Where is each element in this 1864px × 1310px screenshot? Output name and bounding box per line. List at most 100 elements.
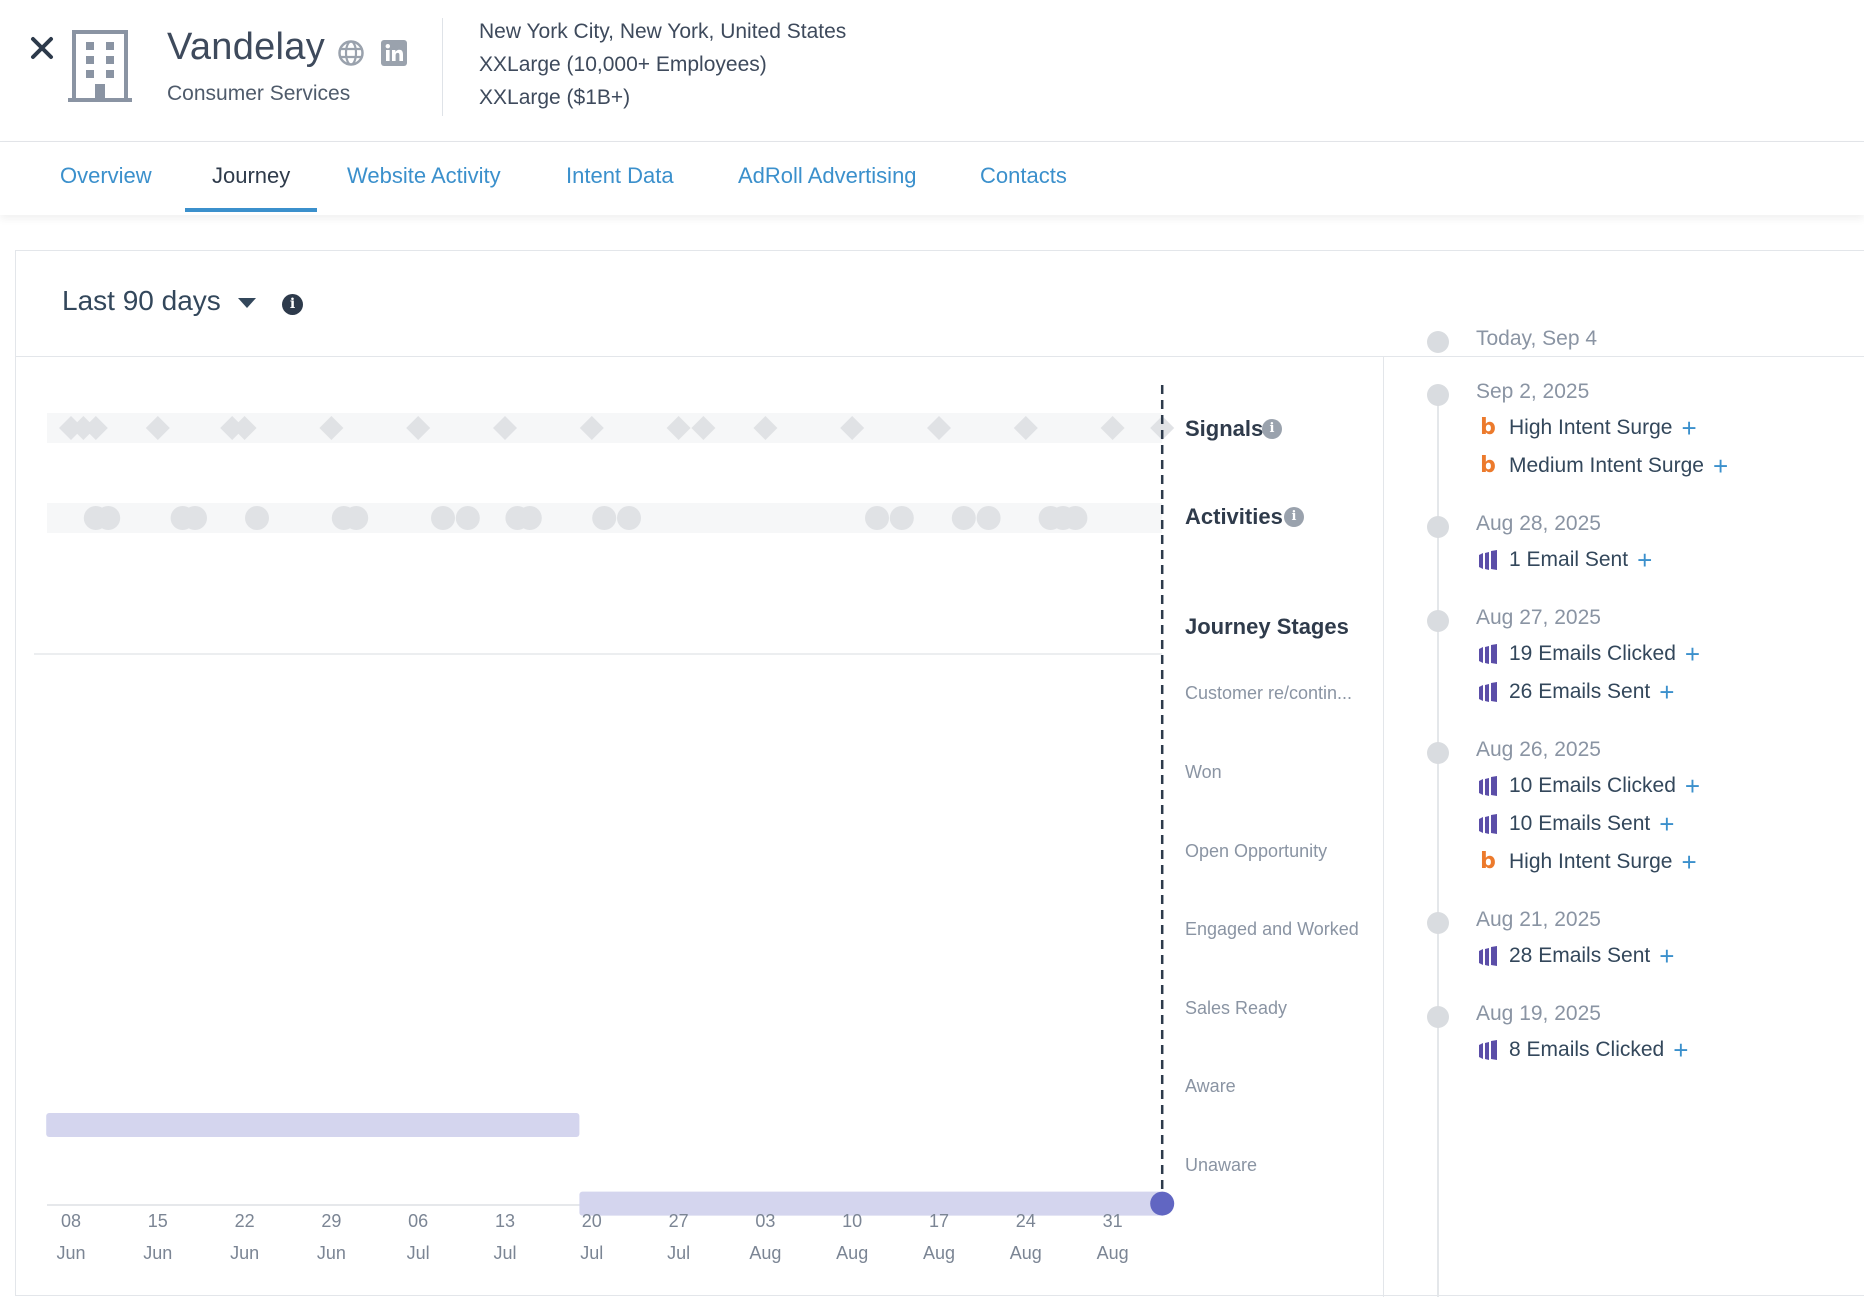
x-tick-month: Aug xyxy=(1009,1243,1042,1263)
tab-intent-data[interactable]: Intent Data xyxy=(566,163,674,188)
signal-marker xyxy=(1100,416,1125,440)
signal-marker xyxy=(753,416,778,440)
activity-marker xyxy=(889,506,914,530)
timeline-item: b High Intent Surge + xyxy=(1477,413,1697,443)
x-tick-day: 03 xyxy=(755,1211,776,1231)
activity-marker xyxy=(431,506,455,530)
activity-marker xyxy=(976,506,1001,530)
x-tick-month: Jul xyxy=(493,1243,517,1263)
x-tick-month: Aug xyxy=(1096,1243,1129,1263)
x-tick-month: Jun xyxy=(56,1243,86,1263)
add-icon[interactable]: + xyxy=(1681,413,1697,443)
activities-info-icon[interactable]: i xyxy=(1284,507,1304,527)
add-icon[interactable]: + xyxy=(1659,809,1675,839)
signal-marker xyxy=(927,416,951,440)
timeline-item-label: 10 Emails Clicked xyxy=(1509,774,1676,797)
activity-marker xyxy=(617,506,641,530)
email-campaign-icon xyxy=(1477,813,1499,835)
chevron-down-icon[interactable] xyxy=(238,298,256,308)
building-icon xyxy=(68,30,132,102)
email-campaign-icon xyxy=(1477,549,1499,571)
x-tick-day: 17 xyxy=(928,1211,950,1231)
timeline-item: 10 Emails Sent + xyxy=(1477,809,1675,839)
tab-contacts[interactable]: Contacts xyxy=(980,163,1067,188)
add-icon[interactable]: + xyxy=(1681,847,1697,877)
email-campaign-icon xyxy=(1477,1039,1499,1061)
signal-marker xyxy=(220,416,245,440)
activity-marker xyxy=(865,506,889,530)
x-tick-day: 10 xyxy=(842,1211,863,1231)
add-icon[interactable]: + xyxy=(1659,677,1675,707)
add-icon[interactable]: + xyxy=(1684,771,1701,801)
timeline-line xyxy=(1437,397,1439,1297)
x-tick-month: Jul xyxy=(580,1243,604,1263)
stage-bar-aware xyxy=(46,1113,580,1137)
stage-label-customer: Customer re/contin... xyxy=(1185,683,1353,703)
journey-chart xyxy=(34,385,1175,1216)
linkedin-icon[interactable] xyxy=(381,40,407,66)
x-tick-month: Jun xyxy=(230,1243,260,1263)
timeline-dot xyxy=(1427,742,1449,764)
timeline-dot xyxy=(1427,516,1449,538)
revenue-size-text: XXLarge ($1B+) xyxy=(479,86,631,109)
info-icon[interactable]: i xyxy=(282,294,303,315)
stage-label-aware: Aware xyxy=(1185,1076,1236,1096)
tab-overview[interactable]: Overview xyxy=(60,163,152,188)
timeline-item: 8 Emails Clicked + xyxy=(1477,1035,1689,1065)
add-icon[interactable]: + xyxy=(1684,639,1701,669)
signal-marker xyxy=(145,416,170,440)
journey-card: Last 90 days i Signals i Activities i Jo… xyxy=(15,250,1864,1297)
bombora-icon: b xyxy=(1480,849,1496,874)
tab-website-activity[interactable]: Website Activity xyxy=(347,163,501,188)
timeline-date: Aug 28, 2025 xyxy=(1476,512,1601,535)
timeline-dot xyxy=(1427,610,1449,632)
x-tick-day: 29 xyxy=(321,1211,342,1231)
timeline-item: 10 Emails Clicked + xyxy=(1477,771,1701,801)
stage-label-won: Won xyxy=(1185,762,1222,782)
timeline-date: Aug 19, 2025 xyxy=(1476,1002,1601,1025)
location-text: New York City, New York, United States xyxy=(479,20,847,43)
timeline-date: Aug 21, 2025 xyxy=(1476,908,1601,931)
bombora-icon: b xyxy=(1480,453,1496,478)
add-icon[interactable]: + xyxy=(1712,451,1729,481)
timeline-item-label: 28 Emails Sent xyxy=(1509,944,1651,967)
timeline-item: b Medium Intent Surge + xyxy=(1477,451,1729,481)
email-campaign-icon xyxy=(1477,681,1499,703)
add-icon[interactable]: + xyxy=(1659,941,1675,971)
x-tick-month: Jun xyxy=(316,1243,346,1263)
signal-marker xyxy=(59,416,83,440)
x-tick-day: 24 xyxy=(1015,1211,1036,1231)
timeline-date: Sep 2, 2025 xyxy=(1476,380,1590,403)
timeline-date: Aug 27, 2025 xyxy=(1476,606,1601,629)
account-header: Vandelay Consumer Services New York City… xyxy=(0,0,1864,142)
tab-adroll-advertising[interactable]: AdRoll Advertising xyxy=(738,163,917,188)
add-icon[interactable]: + xyxy=(1673,1035,1689,1065)
close-icon[interactable] xyxy=(28,34,56,62)
signal-marker xyxy=(666,416,691,440)
timeline-item: b High Intent Surge + xyxy=(1477,847,1697,877)
globe-icon[interactable] xyxy=(337,39,365,67)
add-icon[interactable]: + xyxy=(1637,545,1653,575)
active-tab-indicator xyxy=(185,208,317,212)
activity-marker xyxy=(592,506,617,530)
stage-label-unaware: Unaware xyxy=(1185,1155,1258,1175)
x-tick-day: 08 xyxy=(60,1211,82,1231)
tab-journey[interactable]: Journey xyxy=(212,163,291,188)
x-tick-day: 20 xyxy=(581,1211,602,1231)
x-tick-month: Aug xyxy=(836,1243,869,1263)
timeline-date: Aug 26, 2025 xyxy=(1476,738,1601,761)
timeline-item-label: 1 Email Sent xyxy=(1509,548,1629,571)
signal-marker xyxy=(1013,416,1038,440)
x-tick-day: 31 xyxy=(1102,1211,1123,1231)
signals-info-icon[interactable]: i xyxy=(1262,419,1282,439)
activity-marker xyxy=(1063,506,1088,530)
timeline-dot xyxy=(1427,384,1449,406)
current-stage-marker xyxy=(1150,1191,1175,1216)
signal-marker xyxy=(232,416,257,440)
signal-marker xyxy=(493,416,517,440)
date-range-dropdown[interactable]: Last 90 days xyxy=(62,285,221,316)
x-tick-day: 13 xyxy=(494,1211,516,1231)
email-campaign-icon xyxy=(1477,643,1499,665)
signal-marker xyxy=(406,416,431,440)
timeline-item: 1 Email Sent + xyxy=(1477,545,1653,575)
